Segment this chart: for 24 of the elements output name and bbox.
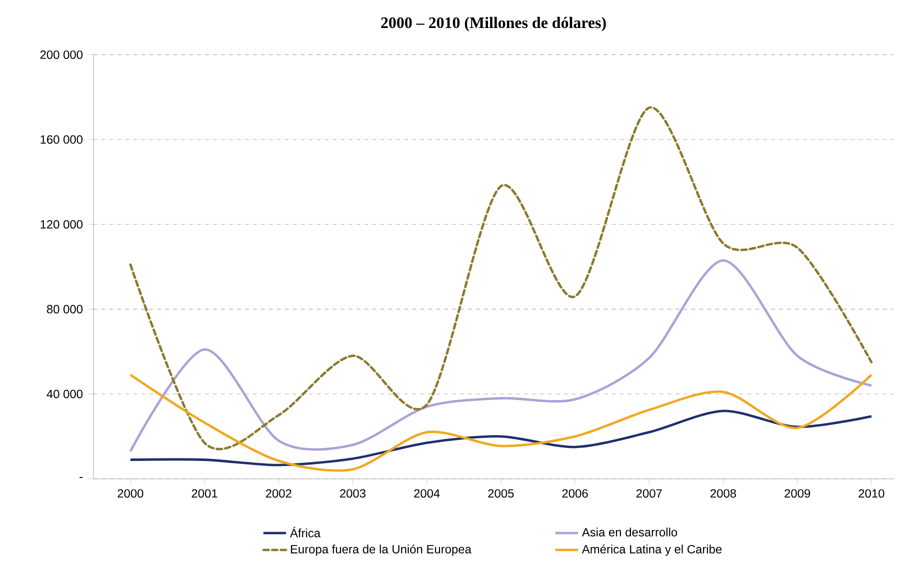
x-tick-label: 2010 — [858, 489, 884, 498]
line-series — [129, 259, 873, 452]
y-tick-label: 120 000 — [40, 220, 83, 228]
x-tick-label: 2009 — [784, 489, 810, 498]
legend-label: Asia en desarrollo — [582, 528, 678, 536]
y-tick-label: 40 000 — [46, 390, 83, 398]
x-tick-label: 2006 — [562, 489, 588, 498]
x-tick-label: 2003 — [340, 489, 366, 498]
x-tick-label: 2008 — [710, 489, 736, 498]
chart-title: 2000 – 2010 (Millones de dólares) — [381, 16, 606, 32]
legend-label: América Latina y el Caribe — [582, 544, 722, 556]
x-tick-label: 2000 — [118, 489, 144, 498]
x-tick-label: 2005 — [488, 489, 514, 498]
legend-label: África — [290, 526, 321, 538]
y-tick-label: - — [80, 476, 82, 478]
legend-label: Europa fuera de la Unión Europea — [290, 544, 472, 556]
x-tick-label: 2007 — [636, 489, 662, 498]
y-tick-label: 80 000 — [46, 304, 83, 314]
x-tick-label: 2002 — [266, 489, 292, 498]
line-series — [129, 410, 873, 466]
y-tick-label: 160 000 — [40, 135, 83, 144]
y-tick-label: 200 000 — [40, 50, 83, 59]
x-tick-label: 2001 — [192, 489, 218, 498]
x-tick-label: 2004 — [414, 489, 440, 498]
